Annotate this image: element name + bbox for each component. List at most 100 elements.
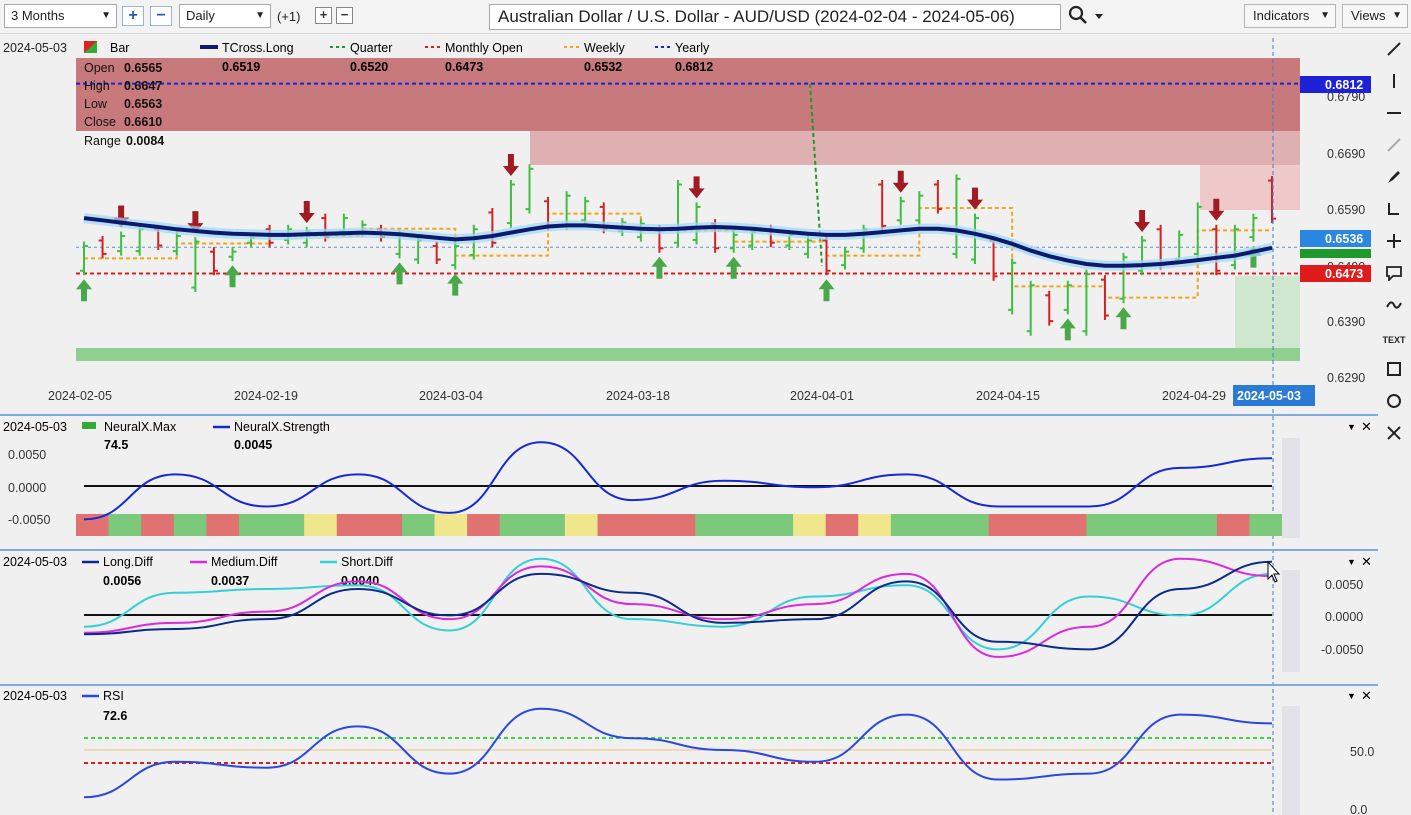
sell-signal-arrow-icon [967,187,983,210]
neural-max-strip-cell [1119,514,1153,536]
views-button[interactable]: Views ▼ [1342,4,1408,28]
chevron-down-icon: ▼ [1320,10,1330,21]
buy-signal-arrow-icon [447,273,464,296]
range-label: Range [84,134,121,148]
x-tick: 2024-03-04 [419,389,483,403]
neural-max-strip-cell [793,514,827,536]
offset-minus-button[interactable]: − [336,7,353,24]
ray-tool-icon[interactable] [1380,134,1408,162]
legend-yearly: Yearly [675,41,710,55]
indicators-button[interactable]: Indicators ▼ [1244,4,1336,28]
current-date-label: 2024-05-03 [1237,389,1301,403]
text-tool-icon[interactable]: TEXT [1382,335,1406,345]
sell-signal-arrow-icon [1134,210,1151,232]
offset-label: (+1) [277,9,301,24]
offset-plus-button[interactable]: + [315,7,332,24]
zoom-in-button[interactable]: + [122,6,144,26]
neural-panel: 2024-05-03 NeuralX.Max 74.5 NeuralX.Stre… [3,419,1372,538]
long-diff-line [83,560,1273,651]
ohlc-block: Open 0.6565 High 0.6647 Low 0.6563 Close… [84,61,164,148]
main-date: 2024-05-03 [3,41,67,55]
neural-max-strip-cell [238,514,273,536]
neural-max-strip-cell [76,514,110,536]
y-tick: 0.6690 [1327,147,1365,161]
range-value: 0.0084 [126,134,164,148]
buy-signal-arrow-icon [391,262,408,285]
resistance-zone [76,58,1300,131]
legend-weekly: Weekly [584,41,626,55]
rsi-panel: 2024-05-03 RSI 72.6 ▼ ✕ 50.0 0.0 [3,688,1374,815]
y-tick: -0.0050 [8,513,50,527]
neural-max-strip-cell [369,514,403,536]
search-icon[interactable] [1068,5,1108,32]
panel-collapse-icon[interactable]: ▼ [1347,422,1356,432]
close-tag-value: 0.6536 [1325,232,1363,246]
neural-strength-label: NeuralX.Strength [234,420,330,434]
buy-signal-arrow-icon [224,265,241,288]
x-tick: 2024-04-01 [790,389,854,403]
neural-max-strip-cell [271,514,305,536]
y-tick: 0.0050 [1325,578,1363,592]
y-tick: 0.0000 [8,481,46,495]
panel-close-icon[interactable]: ✕ [1361,554,1372,569]
neural-max-strip-cell [1249,514,1283,536]
tcross-value: 0.6519 [222,60,260,74]
panel-close-icon[interactable]: ✕ [1361,419,1372,434]
symbol-title-input[interactable]: Australian Dollar / U.S. Dollar - AUD/US… [489,4,1061,30]
panel-collapse-icon[interactable]: ▼ [1347,691,1356,701]
buy-signal-arrow-icon [1059,318,1076,341]
crosshair-tool-icon[interactable] [1380,230,1408,258]
legend-bar: Bar [110,41,129,55]
chevron-down-icon: ▼ [101,10,111,21]
fib-tool-icon[interactable] [1380,198,1408,226]
neural-max-strip-cell [662,514,696,536]
neural-max-strip-cell [923,514,957,536]
interval-select[interactable]: Daily ▼ [179,4,271,28]
delete-drawings-icon[interactable] [1380,422,1408,450]
neural-max-strip-cell [1216,514,1250,536]
yearly-value: 0.6812 [675,60,713,74]
neural-max-swatch [82,422,96,429]
legend-quarter: Quarter [350,41,392,55]
x-tick: 2024-03-18 [606,389,670,403]
range-select[interactable]: 3 Months ▼ [4,4,117,28]
y-tick: -0.0050 [1321,643,1363,657]
medium-diff-line [83,557,1273,658]
panel-collapse-icon[interactable]: ▼ [1347,557,1356,567]
panel-close-icon[interactable]: ✕ [1361,688,1372,703]
support-zone-recent [1235,276,1300,361]
medium-diff-label: Medium.Diff [211,555,278,569]
neural-max-strip-cell [304,514,338,536]
ellipse-tool-icon[interactable] [1380,390,1408,418]
chart-area[interactable]: 2024-05-03 Bar TCross.Long Quarter Month… [0,34,1378,815]
y-tick: 50.0 [1350,745,1374,759]
callout-tool-icon[interactable] [1380,262,1408,290]
vertical-line-tool-icon[interactable] [1380,70,1408,98]
horizontal-line-tool-icon[interactable] [1380,102,1408,130]
low-value: 0.6563 [124,97,162,111]
zoom-out-button[interactable]: − [150,6,172,26]
legend-tcross: TCross.Long [222,41,294,55]
pencil-tool-icon[interactable] [1380,166,1408,194]
neural-max-strip-cell [499,514,533,536]
neural-max-strip-cell [1151,514,1185,536]
rsi-date: 2024-05-03 [3,689,67,703]
low-label: Low [84,97,108,111]
quarter-open-connector [809,83,823,267]
neural-max-label: NeuralX.Max [104,420,177,434]
trendline-tool-icon[interactable] [1380,38,1408,66]
y-tick: 0.0 [1350,803,1367,815]
rectangle-tool-icon[interactable] [1380,358,1408,386]
views-label: Views [1351,8,1386,23]
neural-max-strip-cell [630,514,664,536]
neural-max-strip-cell [434,514,468,536]
wave-tool-icon[interactable] [1380,294,1408,322]
rsi-value: 72.6 [103,709,127,723]
neural-max-strip-cell [988,514,1022,536]
neural-max-strip-cell [564,514,599,536]
neural-max-strip-cell [401,514,436,536]
neural-max-strip-cell [890,514,924,536]
monthly-price-tag [1300,265,1371,282]
close-value: 0.6610 [124,115,162,129]
neural-max-strip-cell [141,514,175,536]
